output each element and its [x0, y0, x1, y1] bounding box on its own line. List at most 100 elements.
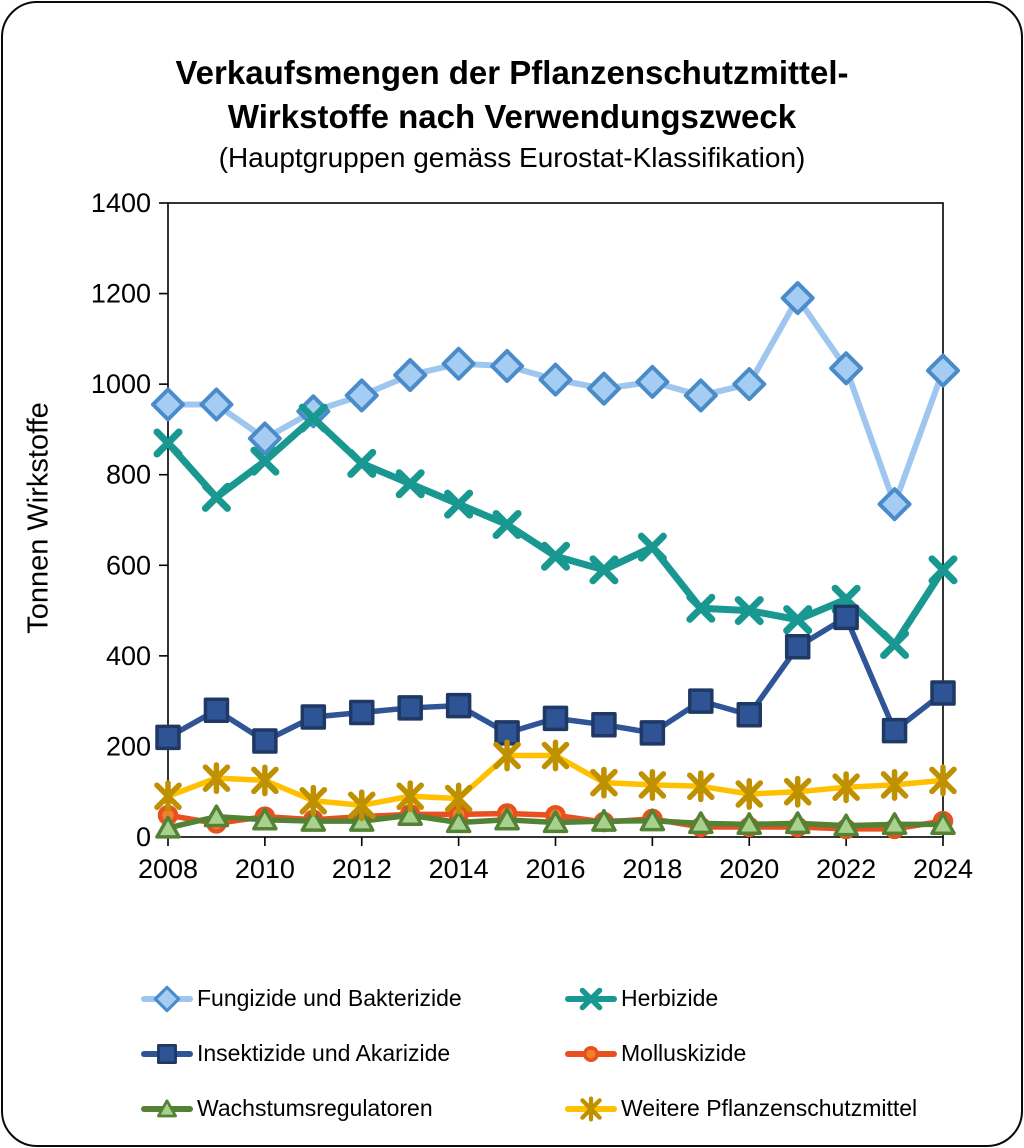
legend-item-insektizide: Insektizide und Akarizide	[141, 1038, 565, 1070]
circle-marker-icon	[583, 1045, 599, 1062]
asterisk-marker-icon	[832, 771, 860, 804]
y-tick-label: 1400	[91, 188, 151, 218]
triangle-marker-icon	[639, 808, 666, 832]
series-1	[153, 403, 958, 660]
x-marker-icon	[579, 987, 603, 1010]
asterisk-marker-icon	[929, 764, 957, 797]
y-tick-label: 600	[106, 550, 151, 580]
legend-label: Wachstumsregulatoren	[197, 1095, 433, 1121]
x-tick-label: 2020	[719, 854, 779, 884]
diamond-marker-icon	[490, 349, 525, 384]
y-tick-label: 200	[106, 731, 151, 761]
legend-marker-asterisk-icon	[565, 1093, 617, 1125]
diamond-marker-icon	[393, 358, 428, 393]
diamond-marker-icon	[153, 985, 181, 1012]
x-marker-icon	[734, 596, 764, 626]
asterisk-marker-icon	[347, 789, 376, 822]
triangle-marker-icon	[155, 815, 181, 839]
square-marker-icon	[349, 699, 375, 726]
legend-label: Insektizide und Akarizide	[197, 1040, 451, 1066]
x-tick-label: 2022	[816, 854, 876, 884]
x-marker-icon	[589, 555, 619, 585]
triangle-marker-icon	[784, 811, 811, 835]
square-marker-icon	[833, 604, 859, 631]
y-axis-title: Tonnen Wirkstoffe	[22, 402, 55, 634]
diamond-marker-icon	[780, 281, 815, 316]
chart-plot: 0 200 400 600 800 1000 1200 1400 2008 2010 2012 201…	[91, 188, 973, 884]
diamond-marker-icon	[538, 362, 573, 397]
chart-title-line2: Wirkstoffe nach Verwendungszweck	[227, 97, 797, 135]
diamond-marker-icon	[151, 387, 185, 422]
triangle-marker-icon	[494, 807, 520, 831]
legend-item-fungizide: Fungizide und Bakterizide	[141, 983, 565, 1015]
x-tick-label: 2008	[138, 854, 198, 884]
x-marker-icon	[637, 532, 667, 562]
square-marker-icon	[300, 704, 327, 730]
square-marker-icon	[688, 688, 714, 714]
chart-title-line1: Verkaufsmengen der Pflanzenschutzmittel-	[175, 54, 849, 91]
asterisk-marker-icon	[687, 770, 715, 803]
diamond-marker-icon	[247, 421, 282, 456]
square-marker-icon	[203, 697, 230, 723]
legend-item-weitere: Weitere Pflanzenschutzmittel	[565, 1093, 917, 1125]
diamond-marker-icon	[732, 367, 767, 402]
square-marker-icon	[155, 724, 181, 751]
asterisk-marker-icon	[541, 739, 570, 772]
legend-marker-x-icon	[565, 983, 617, 1015]
asterisk-marker-icon	[880, 768, 909, 801]
square-marker-icon	[736, 701, 762, 728]
y-tick-label: 800	[106, 460, 151, 490]
series-5	[154, 739, 957, 822]
chart-subtitle: (Hauptgruppen gemäss Eurostat-Klassifika…	[218, 142, 806, 174]
asterisk-marker-icon	[444, 782, 473, 815]
asterisk-marker-icon	[638, 768, 667, 801]
triangle-marker-icon	[542, 810, 569, 834]
x-marker-icon	[395, 469, 425, 499]
triangle-marker-icon	[930, 812, 956, 835]
asterisk-marker-icon	[202, 762, 231, 795]
diamond-marker-icon	[199, 387, 234, 422]
series-4	[155, 803, 956, 839]
y-tick-label: 0	[136, 822, 151, 852]
square-marker-icon	[252, 728, 278, 754]
square-marker-icon	[542, 705, 569, 732]
x-marker-icon	[201, 482, 231, 512]
diamond-marker-icon	[441, 346, 476, 381]
x-tick-label: 2024	[913, 854, 973, 884]
x-marker-icon	[153, 428, 183, 458]
asterisk-marker-icon	[251, 764, 279, 797]
triangle-marker-icon	[736, 812, 763, 835]
asterisk-marker-icon	[493, 739, 521, 772]
legend-marker-triangle-icon	[141, 1093, 193, 1125]
y-tick-label: 400	[106, 641, 151, 671]
triangle-marker-icon	[300, 808, 327, 832]
series-0	[151, 281, 960, 522]
triangle-marker-icon	[157, 1098, 177, 1117]
x-marker-icon	[250, 446, 280, 476]
square-marker-icon	[930, 680, 956, 706]
x-marker-icon	[347, 448, 377, 478]
triangle-marker-icon	[591, 808, 617, 832]
asterisk-marker-icon	[154, 780, 182, 813]
series-2	[155, 604, 956, 754]
diamond-marker-icon	[829, 351, 864, 386]
legend-label: Weitere Pflanzenschutzmittel	[621, 1095, 918, 1121]
x-tick-label: 2014	[429, 854, 489, 884]
x-marker-icon	[783, 605, 813, 635]
square-marker-icon	[639, 720, 666, 746]
asterisk-marker-icon	[783, 775, 812, 808]
x-tick-label: 2018	[622, 854, 682, 884]
y-tick-label: 1000	[91, 369, 151, 399]
square-marker-icon	[157, 1043, 177, 1064]
asterisk-marker-icon	[590, 766, 618, 799]
series-line	[165, 295, 946, 508]
y-tick-label: 1200	[91, 279, 151, 309]
square-marker-icon	[591, 711, 617, 738]
diamond-marker-icon	[926, 353, 960, 388]
legend-label: Fungizide und Bakterizide	[197, 985, 462, 1011]
triangle-marker-icon	[833, 813, 859, 837]
asterisk-marker-icon	[580, 1096, 602, 1121]
legend-marker-square-icon	[141, 1038, 193, 1070]
diamond-marker-icon	[586, 371, 621, 406]
triangle-marker-icon	[252, 807, 278, 831]
